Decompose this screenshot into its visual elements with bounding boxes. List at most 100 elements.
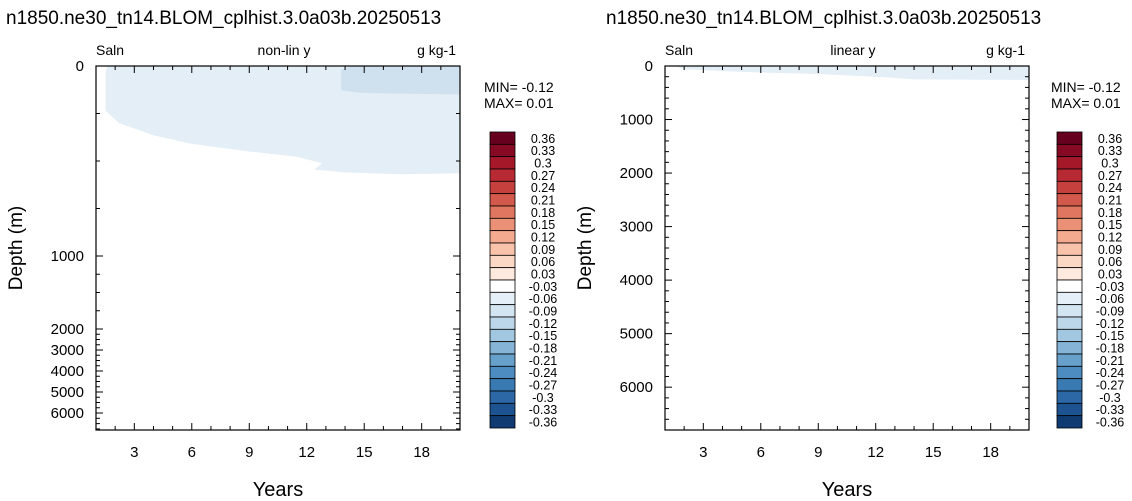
colorbar-swatch (489, 193, 516, 207)
colorbar-label: 0.12 (531, 230, 555, 244)
colorbar-label: 0.06 (1098, 255, 1122, 269)
panel-title: n1850.ne30_tn14.BLOM_cplhist.3.0a03b.202… (606, 8, 1041, 29)
colorbar-label: -0.3 (532, 391, 554, 405)
colorbar-swatch (489, 365, 516, 380)
colorbar-swatch (489, 168, 516, 182)
colorbar-label: 0.09 (1098, 243, 1122, 257)
y-tick-label: 2000 (51, 321, 84, 338)
y-tick-label: 5000 (620, 326, 653, 343)
colorbar-label: 0.03 (531, 267, 555, 281)
y-tick-label: 3000 (51, 342, 84, 359)
colorbar-label: -0.27 (1096, 378, 1125, 392)
colorbar-label: 0.36 (531, 132, 555, 146)
panel-1: n1850.ne30_tn14.BLOM_cplhist.3.0a03b.202… (6, 8, 557, 501)
colorbar-label: 0.06 (531, 255, 555, 269)
colorbar-swatch (1056, 415, 1083, 429)
contour-fill-1 (674, 66, 1029, 80)
colorbar-swatch (489, 254, 516, 269)
colorbar-swatch (489, 156, 516, 170)
colorbar-label: -0.18 (1096, 341, 1125, 355)
colorbar-label: 0.24 (1098, 181, 1122, 195)
units-label: g kg-1 (986, 42, 1025, 58)
colorbar-swatch (489, 230, 516, 244)
colorbar-swatch (1056, 365, 1083, 380)
y-tick-label: 4000 (51, 363, 84, 380)
contour-fill-2 (341, 66, 460, 95)
x-axis-label: Years (253, 479, 303, 501)
colorbar-label: -0.03 (529, 280, 558, 294)
x-tick-label: 15 (925, 444, 942, 461)
colorbar-label: -0.36 (1096, 415, 1125, 429)
colorbar-label: 0.15 (1098, 218, 1122, 232)
colorbar-label: -0.09 (529, 304, 558, 318)
colorbar: 0.360.330.30.270.240.210.180.150.120.090… (1056, 131, 1125, 429)
colorbar-label: 0.33 (1098, 144, 1122, 158)
colorbar-swatch (489, 267, 516, 281)
colorbar-swatch (1056, 180, 1083, 195)
variable-label: Saln (96, 42, 124, 58)
colorbar-label: 0.18 (531, 206, 555, 220)
x-tick-label: 18 (413, 444, 430, 461)
colorbar-swatch (1056, 341, 1083, 355)
colorbar-label: 0.03 (1098, 267, 1122, 281)
x-axis-label: Years (822, 479, 872, 501)
colorbar-label: 0.18 (1098, 206, 1122, 220)
colorbar-swatch (489, 143, 516, 158)
x-tick-label: 9 (814, 444, 822, 461)
colorbar: 0.360.330.30.270.240.210.180.150.120.090… (489, 131, 558, 429)
colorbar-label: -0.12 (529, 317, 558, 331)
x-tick-label: 3 (699, 444, 707, 461)
colorbar-label: -0.18 (529, 341, 558, 355)
plot-frame (95, 65, 461, 431)
panel-2: n1850.ne30_tn14.BLOM_cplhist.3.0a03b.202… (575, 8, 1124, 501)
colorbar-swatch (1056, 156, 1083, 170)
colorbar-label: 0.21 (531, 193, 555, 207)
y-tick-label: 2000 (620, 165, 653, 182)
colorbar-swatch (489, 415, 516, 429)
colorbar-swatch (489, 328, 516, 343)
colorbar-label: -0.24 (529, 366, 558, 380)
colorbar-label: -0.06 (529, 292, 558, 306)
colorbar-swatch (489, 304, 516, 318)
panel-title: n1850.ne30_tn14.BLOM_cplhist.3.0a03b.202… (6, 8, 441, 29)
colorbar-label: -0.03 (1096, 280, 1125, 294)
colorbar-label: -0.36 (529, 415, 558, 429)
contour-fill-1 (97, 66, 461, 175)
colorbar-swatch (489, 180, 516, 195)
colorbar-label: 0.3 (1101, 156, 1118, 170)
x-tick-label: 18 (982, 444, 999, 461)
max-label: MAX= 0.01 (484, 95, 554, 111)
colorbar-swatch (489, 279, 516, 293)
colorbar-swatch (489, 217, 516, 232)
colorbar-swatch (1056, 242, 1083, 256)
colorbar-swatch (1056, 316, 1083, 330)
x-tick-label: 3 (130, 444, 138, 461)
x-tick-label: 6 (757, 444, 765, 461)
colorbar-label: -0.33 (529, 403, 558, 417)
colorbar-swatch (1056, 217, 1083, 232)
colorbar-label: -0.21 (529, 354, 558, 368)
colorbar-label: -0.09 (1096, 304, 1125, 318)
colorbar-label: 0.27 (1098, 169, 1122, 183)
colorbar-swatch (489, 131, 516, 145)
colorbar-label: -0.15 (529, 329, 558, 343)
units-label: g kg-1 (417, 42, 456, 58)
max-label: MAX= 0.01 (1051, 95, 1121, 111)
y-tick-label: 0 (645, 58, 653, 75)
min-label: MIN= -0.12 (484, 79, 554, 95)
colorbar-swatch (489, 390, 516, 404)
colorbar-label: 0.15 (531, 218, 555, 232)
colorbar-swatch (1056, 304, 1083, 318)
x-tick-label: 6 (188, 444, 196, 461)
colorbar-swatch (489, 341, 516, 355)
colorbar-label: -0.27 (529, 378, 558, 392)
min-label: MIN= -0.12 (1051, 79, 1121, 95)
colorbar-label: 0.27 (531, 169, 555, 183)
colorbar-label: 0.24 (531, 181, 555, 195)
y-tick-label: 4000 (620, 272, 653, 289)
colorbar-label: 0.09 (531, 243, 555, 257)
colorbar-label: 0.3 (534, 156, 551, 170)
colorbar-swatch (1056, 131, 1083, 145)
colorbar-swatch (489, 378, 516, 392)
